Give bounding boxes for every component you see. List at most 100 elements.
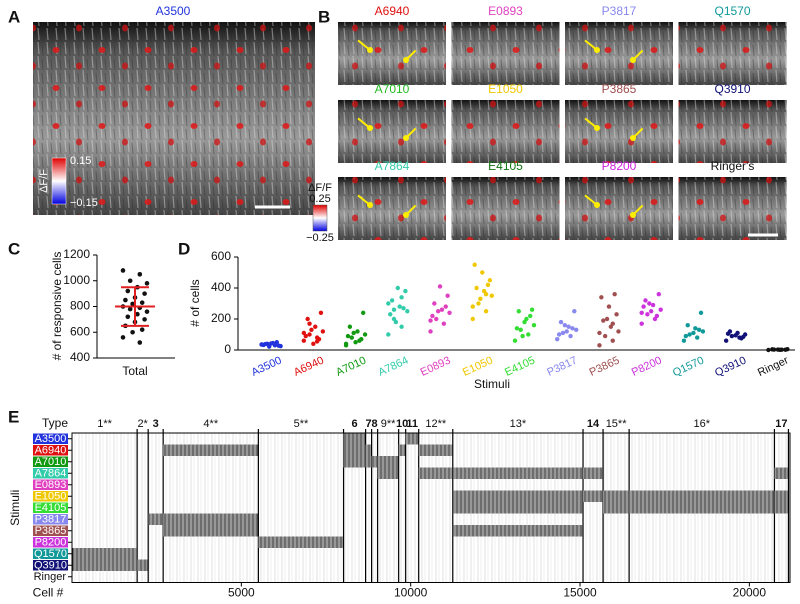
micrograph-signal	[678, 100, 787, 163]
cluster-label: 13*	[510, 418, 527, 430]
dot	[681, 338, 687, 343]
dot	[610, 321, 615, 326]
row-label: E1050	[35, 491, 67, 503]
response-block	[163, 525, 259, 537]
dot	[343, 341, 349, 346]
row-label-bg	[33, 548, 68, 559]
micrograph-signal	[33, 22, 315, 215]
dot	[397, 304, 402, 309]
cluster-label: 8	[372, 418, 378, 430]
micrograph-signal	[565, 22, 673, 85]
response-block	[603, 502, 630, 514]
dot	[428, 318, 433, 323]
dot	[474, 285, 479, 291]
y-axis-title: # of cells	[188, 279, 202, 326]
dot	[560, 330, 566, 336]
cluster-label: 10	[396, 418, 408, 430]
dot	[393, 319, 399, 325]
panel-label: D	[178, 239, 190, 258]
dot	[123, 297, 128, 303]
y-tick-label: 1200	[63, 247, 90, 261]
dot	[389, 298, 395, 303]
dot	[769, 347, 775, 352]
dot	[435, 309, 441, 314]
dot	[528, 313, 533, 319]
panel-label: A	[8, 7, 20, 26]
dot	[643, 298, 648, 303]
response-block	[365, 444, 372, 456]
micrograph-signal	[338, 22, 446, 85]
dot	[574, 327, 579, 333]
dot	[725, 331, 731, 336]
row-label: Ringer	[34, 571, 67, 583]
dot	[405, 309, 410, 314]
response-block	[452, 490, 584, 502]
dot	[729, 333, 735, 339]
dot	[125, 288, 131, 294]
image-label: A7864	[375, 159, 410, 173]
dot	[685, 323, 690, 328]
dot	[309, 327, 314, 333]
dot	[483, 309, 489, 314]
arrow-head	[594, 125, 600, 131]
dot	[349, 335, 354, 340]
dot	[127, 306, 133, 312]
arrow-head	[594, 202, 600, 208]
x-axis-title: Stimuli	[474, 377, 510, 391]
response-block	[774, 502, 789, 514]
row-label: E4105	[35, 502, 67, 514]
dot	[351, 330, 356, 336]
dot	[700, 329, 706, 334]
dot	[445, 293, 450, 298]
dot	[355, 329, 360, 334]
y-tick-label: 200	[211, 311, 231, 325]
image-label: P3817	[602, 4, 637, 18]
dot	[401, 305, 406, 311]
y-tick-label: 400	[70, 350, 90, 364]
response-block	[343, 433, 366, 445]
cluster-label: 2*	[137, 418, 148, 430]
dot	[313, 324, 318, 329]
x-tick-label: 20000	[733, 586, 767, 600]
micrograph-signal	[451, 177, 560, 240]
colorbar	[312, 204, 328, 232]
dot	[437, 284, 443, 289]
dot	[259, 342, 264, 347]
cluster-label: 5**	[294, 418, 309, 430]
cluster-label: 9**	[381, 418, 396, 430]
dot	[125, 314, 131, 320]
x-tick-label: 15000	[563, 586, 597, 600]
dot	[645, 312, 650, 317]
dot	[775, 347, 781, 352]
dot	[274, 340, 280, 345]
row-label-bg	[33, 514, 68, 525]
row-label-bg	[33, 445, 68, 456]
dot	[360, 310, 366, 315]
micrograph-signal	[678, 22, 787, 85]
x-tick-label: Q3910	[713, 354, 748, 379]
dot	[572, 309, 577, 314]
dot	[614, 312, 619, 317]
dot	[739, 336, 744, 341]
dot	[654, 313, 660, 319]
x-tick-label: A7010	[334, 354, 368, 378]
cluster-label: 12**	[425, 418, 447, 430]
response-block	[377, 456, 399, 468]
dot	[601, 318, 606, 323]
dot	[512, 338, 518, 343]
row-label-bg	[33, 571, 68, 582]
response-block	[365, 456, 372, 468]
image-label: E4105	[488, 159, 523, 173]
x-tick-label: Ringer	[756, 354, 791, 379]
cluster-label: 17	[775, 418, 787, 430]
micrograph-signal	[338, 177, 446, 240]
dot	[639, 321, 644, 326]
dot	[441, 321, 447, 326]
row-label-bg	[33, 537, 68, 548]
response-block	[629, 490, 775, 502]
type-header: Type	[42, 416, 68, 430]
row-label-bg	[33, 502, 68, 513]
micrograph-signal	[451, 22, 560, 85]
image-label: P3865	[602, 82, 637, 96]
